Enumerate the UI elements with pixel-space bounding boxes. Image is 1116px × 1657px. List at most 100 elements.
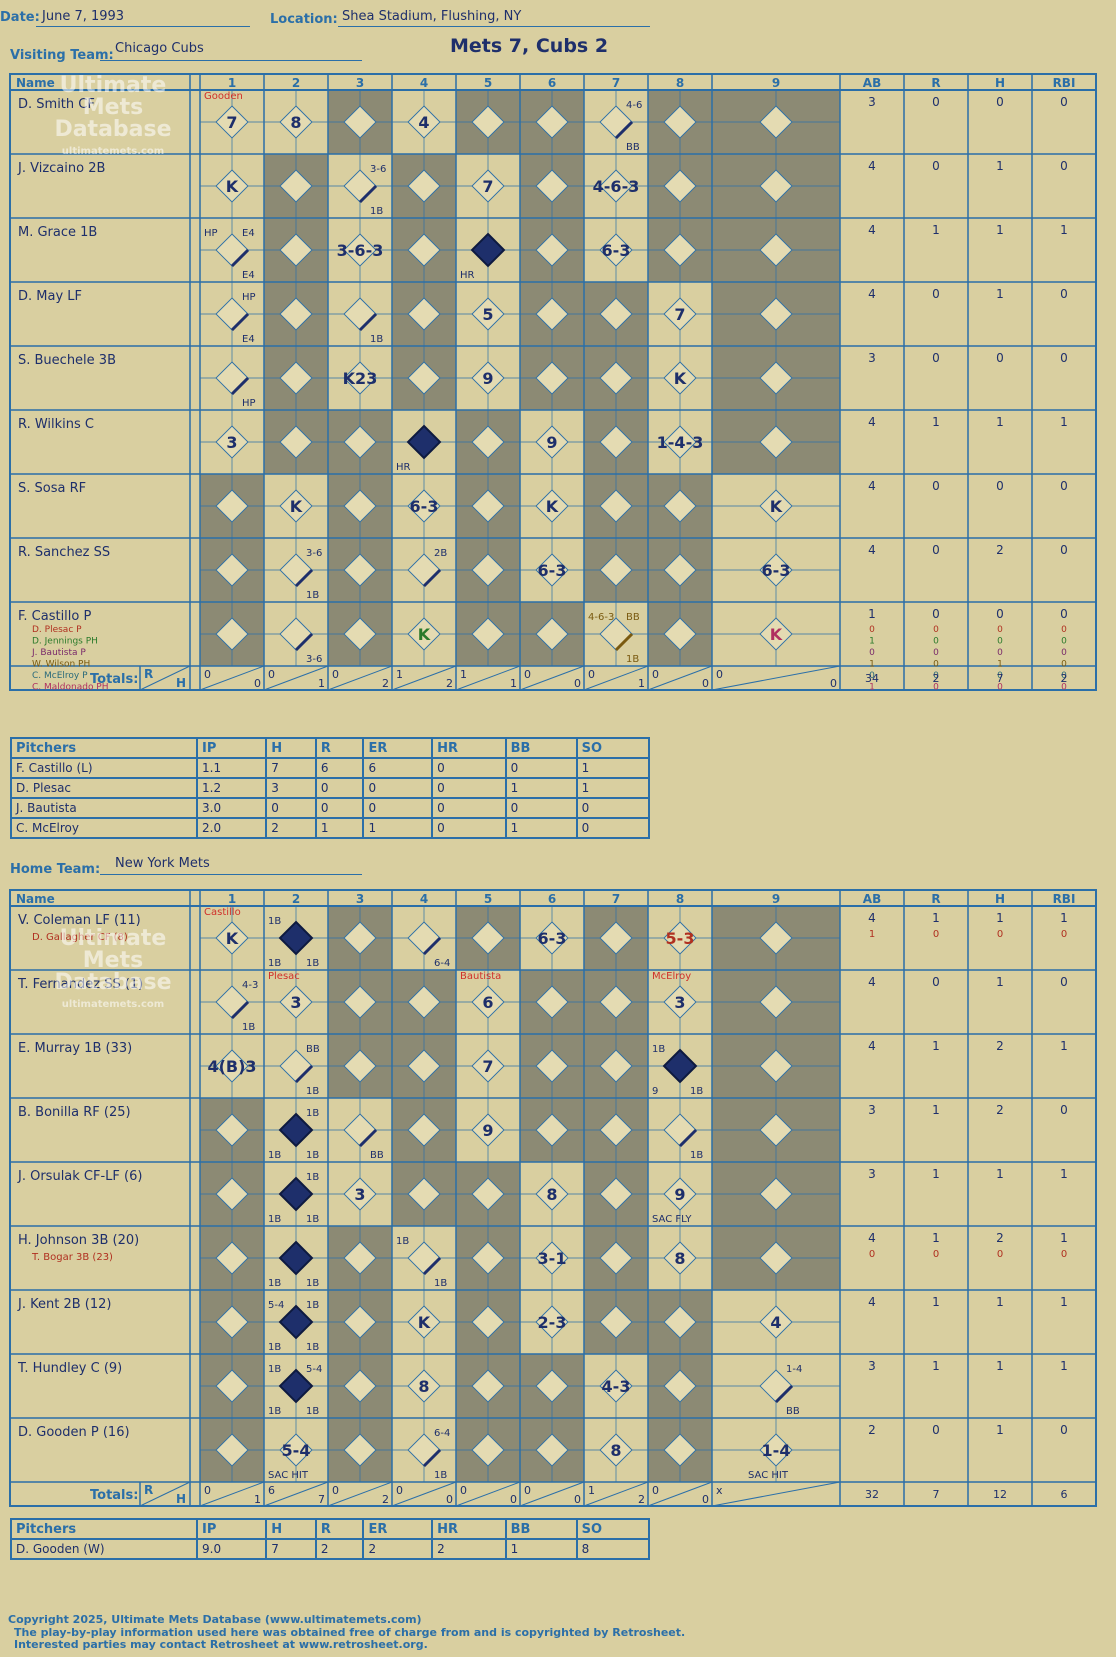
inning-header: 1 — [228, 76, 236, 90]
substitute-name: C. McElroy P — [32, 671, 88, 681]
player-stat: 2 — [996, 543, 1004, 557]
inning-runs: 0 — [332, 668, 339, 681]
player-stat: 1 — [932, 1359, 940, 1373]
runs-label: R — [144, 1483, 153, 1497]
base-diamond — [215, 169, 249, 203]
base-diamond — [471, 553, 505, 587]
totals-slash — [199, 665, 265, 691]
player-stat: 4 — [868, 287, 876, 301]
player-stat: 0 — [932, 479, 940, 493]
totals-slash — [139, 665, 191, 691]
totals-slash — [199, 1481, 265, 1507]
player-stat: 4 — [868, 1295, 876, 1309]
home-team-label: Home Team: — [10, 862, 101, 877]
inning-header: 6 — [548, 892, 556, 906]
play-notation: K — [226, 929, 239, 948]
totals-slash — [711, 665, 841, 691]
play-notation: 3 — [354, 1185, 365, 1204]
play-notation: 1-4-3 — [657, 433, 704, 452]
player-stat: 0 — [932, 351, 940, 365]
play-note: HP — [242, 398, 256, 409]
base-diamond — [535, 361, 569, 395]
player-stat: 1 — [996, 1167, 1004, 1181]
base-diamond — [215, 1113, 249, 1147]
basepath-line — [678, 1128, 698, 1148]
player-stat: 1 — [996, 223, 1004, 237]
base-diamond — [535, 1113, 569, 1147]
base-diamond — [215, 553, 249, 587]
base-diamond — [663, 985, 697, 1019]
player-name: S. Buechele 3B — [18, 353, 116, 368]
player-stat: 1 — [1060, 1039, 1068, 1053]
play-note: E4 — [242, 334, 255, 345]
base-diamond — [663, 553, 697, 587]
base-diamond — [471, 617, 505, 651]
play-notation: 9 — [482, 369, 493, 388]
inning-header: 5 — [484, 892, 492, 906]
base-diamond — [215, 105, 249, 139]
play-note: 3-6 — [306, 548, 322, 559]
base-diamond — [663, 1433, 697, 1467]
substitute-stat: 0 — [933, 637, 939, 647]
substitute-stat: 0 — [1061, 671, 1067, 681]
player-stat: 4 — [868, 975, 876, 989]
play-note: 1B — [306, 1150, 319, 1161]
play-note: 1B — [306, 590, 319, 601]
totals-slash — [391, 1481, 457, 1507]
basepath-line — [614, 632, 634, 652]
base-diamond — [343, 1049, 377, 1083]
play-note: HR — [396, 462, 411, 473]
play-note: 1B — [268, 1214, 281, 1225]
play-notation: 3 — [674, 993, 685, 1012]
inning-runs: 0 — [396, 1484, 403, 1497]
substitute-stat: 1 — [997, 660, 1003, 670]
play-note: HP — [242, 292, 256, 303]
play-note: 1B — [268, 958, 281, 969]
base-diamond — [663, 921, 697, 955]
game-total: 7 — [933, 1488, 940, 1501]
base-diamond — [759, 553, 793, 587]
play-notation: 6-3 — [762, 561, 791, 580]
run-scored-diamond — [278, 1304, 314, 1340]
base-diamond — [279, 233, 313, 267]
basepath-line — [358, 1128, 378, 1148]
play-notation: 4-3 — [602, 1377, 631, 1396]
pitcher-row: J. Bautista 3.0 0 0 0 0 0 0 — [10, 797, 651, 819]
inning-header: 6 — [548, 76, 556, 90]
base-diamond — [279, 297, 313, 331]
player-stat: 3 — [868, 95, 876, 109]
stat-header: R — [931, 76, 940, 90]
player-stat: 1 — [1060, 1167, 1068, 1181]
col-name-header: Name — [16, 76, 55, 90]
base-diamond — [599, 985, 633, 1019]
col-name-header: Name — [16, 892, 55, 906]
player-stat: 0 — [996, 607, 1004, 621]
substitute-stat: 0 — [997, 625, 1003, 635]
inning-header: 8 — [676, 76, 684, 90]
substitute-stat: 0 — [933, 1249, 939, 1260]
inning-hits: 0 — [510, 1493, 517, 1506]
play-note: 6-4 — [434, 1428, 450, 1439]
base-diamond — [759, 425, 793, 459]
inning-runs: 0 — [716, 668, 723, 681]
substitute-stat: 0 — [1061, 625, 1067, 635]
base-diamond — [343, 361, 377, 395]
player-name: D. Smith CF — [18, 97, 95, 112]
base-diamond — [599, 553, 633, 587]
base-diamond — [215, 1177, 249, 1211]
game-total: 34 — [865, 672, 879, 685]
base-diamond — [535, 921, 569, 955]
pitcher-change: McElroy — [652, 971, 691, 982]
base-diamond — [471, 1305, 505, 1339]
totals-label: Totals: — [90, 672, 138, 687]
game-total: 32 — [865, 1488, 879, 1501]
player-stat: 0 — [996, 351, 1004, 365]
totals-slash — [263, 665, 329, 691]
player-stat: 0 — [1060, 1423, 1068, 1437]
play-notation: K — [290, 497, 303, 516]
inning-header: 3 — [356, 892, 364, 906]
base-diamond — [663, 425, 697, 459]
totals-slash — [327, 1481, 393, 1507]
play-notation: 7 — [482, 1057, 493, 1076]
inning-runs: 0 — [524, 1484, 531, 1497]
